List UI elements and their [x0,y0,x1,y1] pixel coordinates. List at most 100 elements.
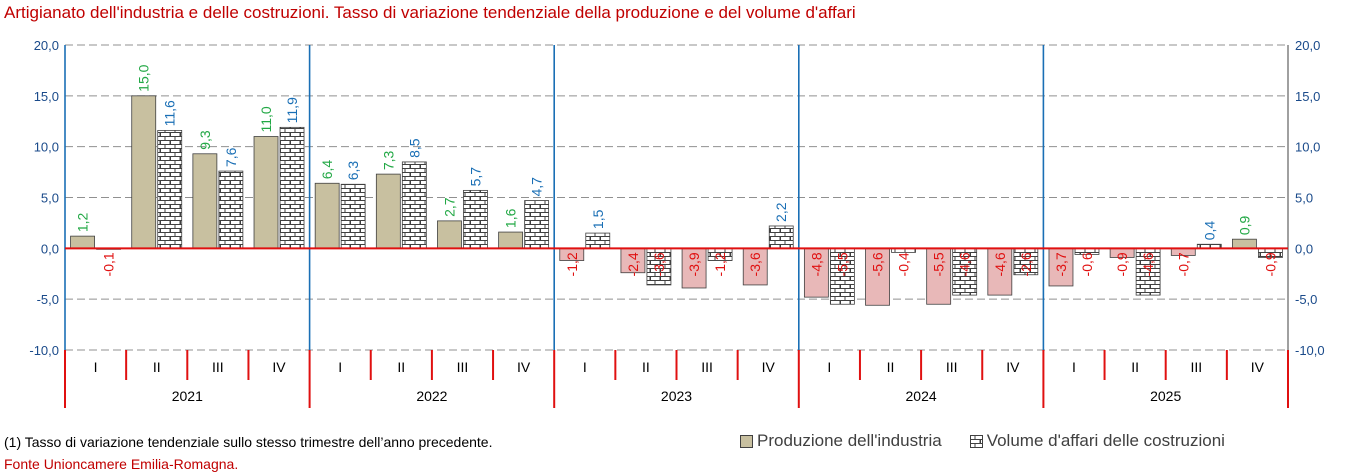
legend-item-production: Produzione dell'industria [740,431,942,451]
y-axis-left: 20,0 15,0 10,0 5,0 0,0 -5,0 -10,0 [29,38,66,358]
data-label-volume: 6,3 [345,161,361,181]
y-tick-label-right: -5,0 [1295,292,1317,307]
data-label-volume: 11,6 [162,100,178,126]
data-label-production: -5,5 [931,252,947,276]
x-tick-label-year: 2022 [416,388,447,404]
x-tick-label-year: 2025 [1150,388,1181,404]
bar-volume [279,126,305,249]
x-tick-label-quarter: I [338,359,342,375]
data-label-volume: 8,5 [406,138,422,158]
y-tick-label-right: 5,0 [1295,191,1313,206]
legend-swatch-volume [969,434,983,448]
data-label-production: 1,2 [75,212,91,232]
x-tick-label-quarter: I [583,359,587,375]
bar-production [314,182,340,249]
x-tick-label-quarter: IV [1251,359,1265,375]
y-tick-label-right: 15,0 [1295,89,1320,104]
x-tick-label-quarter: I [94,359,98,375]
data-label-production: 11,0 [258,106,274,132]
bar-production [253,136,279,249]
bar-volume [524,200,550,249]
bar-volume [463,189,488,249]
x-tick-label-year: 2021 [172,388,203,404]
bar-volume [829,247,855,305]
data-label-volume: -5,5 [834,252,850,276]
data-label-volume: -3,6 [651,252,667,276]
y-tick-label-right: -10,0 [1295,343,1325,358]
bar-production [498,231,524,249]
data-label-production: -4,8 [808,252,824,276]
x-tick-label-quarter: II [1131,359,1139,375]
x-tick-label-quarter: IV [1006,359,1020,375]
x-tick-label-quarter: II [642,359,650,375]
x-tick-label-quarter: III [946,359,958,375]
bar-volume [585,232,611,249]
data-label-volume: -0,9 [1262,252,1278,276]
y-axis-right: 20,0 15,0 10,0 5,0 0,0 -5,0 -10,0 [1287,38,1325,358]
data-label-production: 15,0 [136,64,152,91]
data-label-production: -0,7 [1175,252,1191,276]
gridlines [65,44,1288,351]
x-tick-label-quarter: III [701,359,713,375]
bar-volume [952,247,978,296]
bar-production [803,247,829,298]
bar-production [681,247,707,289]
data-label-production: -3,7 [1053,252,1069,276]
bar-production [1048,247,1074,287]
y-tick-label-left: 15,0 [34,89,59,104]
legend-swatch-production [740,434,753,448]
x-tick-label-quarter: IV [762,359,776,375]
y-tick-label-left: 0,0 [41,241,59,256]
data-label-volume: 5,7 [467,167,483,187]
bar-production [437,220,462,249]
bar-volume [768,225,794,249]
data-label-volume: -0,4 [896,252,912,276]
bar-production [620,247,646,274]
y-tick-label-left: 20,0 [34,38,59,53]
y-tick-label-left: 10,0 [34,140,59,155]
bar-production [131,95,157,249]
x-tick-label-quarter: IV [517,359,531,375]
data-label-production: -0,9 [1114,252,1130,276]
data-label-volume: -4,6 [957,252,973,276]
x-tick-label-quarter: III [457,359,469,375]
data-label-volume: 11,9 [284,97,300,123]
bar-production [865,247,890,306]
x-tick-label-quarter: I [1072,359,1076,375]
x-tick-label-quarter: III [1190,359,1202,375]
data-label-volume: -1,2 [712,252,728,276]
legend-item-volume: Volume d'affari delle costruzioni [969,431,1225,451]
y-tick-label-right: 10,0 [1295,140,1320,155]
bar-volume [218,170,244,249]
bar-production [1232,238,1257,249]
x-tick-label-quarter: II [153,359,161,375]
legend-label-volume: Volume d'affari delle costruzioni [986,431,1225,450]
bar-volume [1135,247,1161,296]
data-label-volume: -4,6 [1140,252,1156,276]
data-labels: 1,2 -0,1 15,0 11,6 9,3 7,6 11,0 11,9 6,4 6,3 7,3 8,… [75,64,1279,276]
data-label-production: 1,6 [503,208,519,228]
data-label-volume: -2,6 [1018,252,1034,276]
x-tick-label-quarter: II [887,359,895,375]
x-tick-label-quarter: I [827,359,831,375]
bar-production [192,153,218,249]
legend: Produzione dell'industria Volume d'affar… [740,431,1253,451]
data-label-production: -3,6 [747,252,763,276]
data-label-production: 0,9 [1236,216,1252,236]
x-tick-label-quarter: II [397,359,405,375]
x-tick-label-year: 2024 [906,388,937,404]
source-note: Fonte Unioncamere Emilia-Romagna. [4,456,239,472]
data-label-production: -2,4 [625,252,641,276]
y-tick-label-right: 20,0 [1295,38,1320,53]
data-label-production: -4,6 [992,252,1008,276]
year-separators [64,45,1045,350]
data-label-volume: 7,6 [223,147,239,167]
bar-volume [401,161,427,249]
data-label-volume: -0,6 [1079,252,1095,276]
data-label-volume: 4,7 [529,177,545,197]
data-label-volume: 2,2 [773,202,789,222]
bar-production [742,247,768,286]
footnote: (1) Tasso di variazione tendenziale sull… [4,434,493,450]
y-tick-label-left: -5,0 [37,292,59,307]
data-label-volume: 1,5 [590,209,606,229]
